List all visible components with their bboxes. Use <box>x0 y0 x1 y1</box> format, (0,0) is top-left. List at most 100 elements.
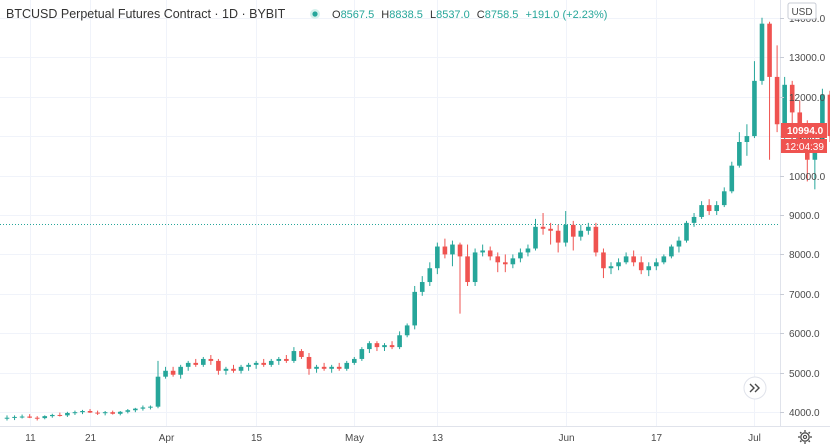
candle-up[interactable] <box>19 414 25 419</box>
candle-up[interactable] <box>646 262 652 277</box>
currency-label-box[interactable] <box>787 2 817 20</box>
candle-down[interactable] <box>601 248 606 279</box>
candle-up[interactable] <box>404 323 410 338</box>
candle-up[interactable] <box>155 360 161 409</box>
candle-down[interactable] <box>110 410 115 415</box>
candle-up[interactable] <box>276 356 282 365</box>
candle-up[interactable] <box>163 366 168 379</box>
candle-down[interactable] <box>389 341 395 350</box>
candle-down[interactable] <box>570 220 576 251</box>
candle-down[interactable] <box>487 246 493 261</box>
gear-icon[interactable] <box>798 430 812 444</box>
candle-down[interactable] <box>374 341 380 352</box>
candle-up[interactable] <box>238 364 244 374</box>
candle-up[interactable] <box>759 17 765 85</box>
candle-up[interactable] <box>148 405 153 410</box>
candle-up[interactable] <box>125 409 131 414</box>
candle-up[interactable] <box>586 222 591 235</box>
candle-up[interactable] <box>533 218 538 251</box>
candle-up[interactable] <box>117 411 123 416</box>
candle-up[interactable] <box>744 124 750 156</box>
candle-down[interactable] <box>193 358 199 367</box>
candle-up[interactable] <box>654 258 659 271</box>
candle-down[interactable] <box>299 349 304 359</box>
scroll-to-realtime-button[interactable] <box>743 376 767 400</box>
candle-up[interactable] <box>676 236 682 253</box>
candle-up[interactable] <box>480 244 485 257</box>
candle-down[interactable] <box>442 238 448 259</box>
candle-up[interactable] <box>140 405 146 411</box>
candle-down[interactable] <box>555 224 561 253</box>
candle-up[interactable] <box>699 201 704 219</box>
candle-up[interactable] <box>185 360 191 371</box>
candle-up[interactable] <box>223 366 229 375</box>
candle-down[interactable] <box>638 256 644 275</box>
candle-up[interactable] <box>291 347 297 363</box>
candle-up[interactable] <box>178 364 183 379</box>
candle-up[interactable] <box>684 220 689 243</box>
candle-down[interactable] <box>34 416 40 421</box>
candle-up[interactable] <box>352 356 357 365</box>
candle-up[interactable] <box>419 276 425 296</box>
candle-up[interactable] <box>616 258 621 271</box>
candles[interactable] <box>4 17 830 421</box>
candle-up[interactable] <box>737 132 742 168</box>
candle-down[interactable] <box>631 250 636 267</box>
candle-down[interactable] <box>548 222 553 245</box>
candle-down[interactable] <box>503 254 508 273</box>
candle-up[interactable] <box>133 407 138 413</box>
candle-up[interactable] <box>450 240 455 267</box>
candle-down[interactable] <box>767 21 772 160</box>
candle-down[interactable] <box>57 412 63 417</box>
candle-down[interactable] <box>261 358 266 367</box>
candle-up[interactable] <box>435 242 440 275</box>
candle-up[interactable] <box>344 360 350 371</box>
candle-up[interactable] <box>201 356 206 367</box>
candle-down[interactable] <box>95 410 100 415</box>
candle-up[interactable] <box>427 262 433 286</box>
candle-up[interactable] <box>329 364 334 373</box>
candle-down[interactable] <box>457 242 463 314</box>
candle-up[interactable] <box>412 285 417 330</box>
candle-up[interactable] <box>65 411 70 417</box>
candle-up[interactable] <box>253 360 259 369</box>
candle-up[interactable] <box>382 343 387 352</box>
candle-up[interactable] <box>72 410 78 415</box>
candle-down[interactable] <box>774 45 780 133</box>
candle-down[interactable] <box>336 362 342 371</box>
candle-up[interactable] <box>42 415 48 420</box>
candle-up[interactable] <box>669 244 674 259</box>
candle-up[interactable] <box>4 415 10 421</box>
candle-up[interactable] <box>367 341 372 354</box>
candle-up[interactable] <box>714 201 719 215</box>
candle-up[interactable] <box>608 262 614 275</box>
candle-down[interactable] <box>593 222 599 257</box>
candle-down[interactable] <box>321 362 327 371</box>
candle-down[interactable] <box>306 353 312 375</box>
candle-up[interactable] <box>578 224 584 241</box>
candle-down[interactable] <box>540 213 546 235</box>
candle-down[interactable] <box>208 355 214 365</box>
candle-down[interactable] <box>216 358 221 375</box>
candle-up[interactable] <box>729 161 735 194</box>
candle-up[interactable] <box>102 411 108 416</box>
candle-down[interactable] <box>231 364 236 373</box>
candle-up[interactable] <box>50 413 55 418</box>
candle-up[interactable] <box>518 248 523 263</box>
candle-up[interactable] <box>472 248 478 286</box>
symbol-title[interactable]: BTCUSD Perpetual Futures Contract · 1D ·… <box>6 7 286 21</box>
candle-up[interactable] <box>246 362 251 371</box>
candle-up[interactable] <box>510 254 516 269</box>
time-axis[interactable]: 11 21 Apr 15 May 13 Jun 17 Jul <box>25 433 761 444</box>
candle-up[interactable] <box>623 252 629 265</box>
candle-up[interactable] <box>359 347 365 361</box>
candle-up[interactable] <box>721 187 727 208</box>
candle-up[interactable] <box>397 331 402 350</box>
candle-down[interactable] <box>170 366 176 377</box>
candle-up[interactable] <box>314 364 319 373</box>
candle-up[interactable] <box>12 415 17 421</box>
candle-down[interactable] <box>495 252 501 273</box>
candle-down[interactable] <box>284 355 289 363</box>
candle-up[interactable] <box>268 358 274 367</box>
